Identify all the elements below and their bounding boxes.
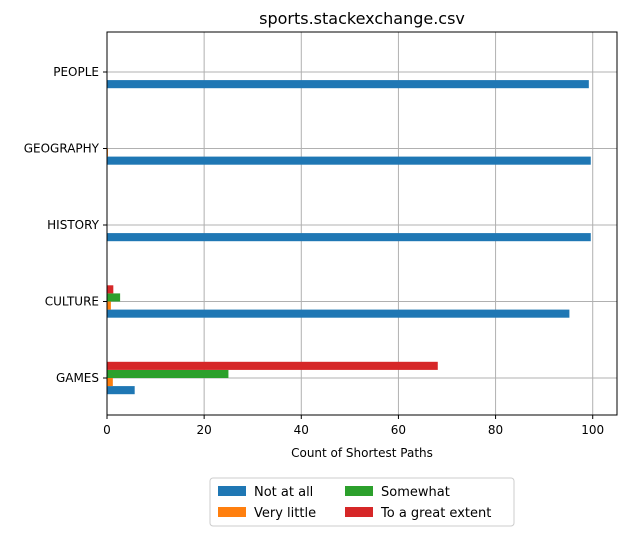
plot-frame <box>106 31 618 416</box>
legend-swatch-not-at-all <box>218 486 246 496</box>
x-axis-ticks: 0 20 40 60 80 100 <box>103 415 604 437</box>
legend-label-to-a-great-extent: To a great extent <box>380 506 491 521</box>
x-axis-label: Count of Shortest Paths <box>291 446 433 460</box>
x-tick-label: 100 <box>581 423 604 437</box>
bar-to-a-great-extent-games <box>107 361 438 370</box>
legend-label-not-at-all: Not at all <box>254 485 313 500</box>
legend-box <box>209 477 515 527</box>
bar-somewhat-games <box>107 369 229 378</box>
bar-not-at-all-people <box>107 80 589 89</box>
legend-swatch-very-little <box>218 507 246 517</box>
legend-label-somewhat: Somewhat <box>381 485 450 500</box>
bar-not-at-all-geography <box>107 156 591 165</box>
x-tick-label: 60 <box>391 423 406 437</box>
y-tick-label: GEOGRAPHY <box>24 142 100 156</box>
bar-very-little-games <box>107 378 113 387</box>
y-axis-ticks: GAMES CULTURE HISTORY GEOGRAPHY PEOPLE <box>24 65 107 385</box>
y-tick-label: GAMES <box>56 371 99 385</box>
legend-label-very-little: Very little <box>254 506 316 521</box>
bar-not-at-all-history <box>107 233 591 242</box>
legend-swatch-to-a-great-extent <box>345 507 373 517</box>
bar-not-at-all-culture <box>107 309 570 318</box>
y-tick-label: PEOPLE <box>53 65 99 79</box>
x-tick-label: 80 <box>488 423 503 437</box>
y-tick-label: HISTORY <box>47 218 100 232</box>
bar-very-little-culture <box>107 301 111 310</box>
legend-swatch-somewhat <box>345 486 373 496</box>
bar-somewhat-culture <box>107 293 121 302</box>
x-tick-label: 40 <box>294 423 309 437</box>
x-tick-label: 0 <box>103 423 111 437</box>
grid-lines <box>106 32 617 415</box>
bar-to-a-great-extent-culture <box>107 285 114 294</box>
bars-group <box>107 72 591 395</box>
legend: Not at all Very little Somewhat To a great … <box>209 477 515 527</box>
bar-not-at-all-games <box>107 386 135 395</box>
x-tick-label: 20 <box>197 423 212 437</box>
chart-title: sports.stackexchange.csv <box>259 9 465 28</box>
y-tick-label: CULTURE <box>45 295 99 309</box>
